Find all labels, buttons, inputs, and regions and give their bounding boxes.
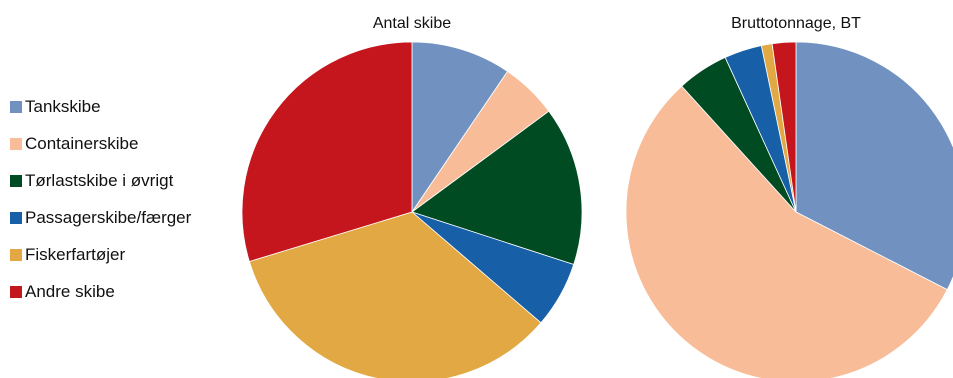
pie-slice-containerskibe: [625, 85, 948, 378]
chart-title-bruttotonnage: Bruttotonnage, BT: [731, 15, 861, 32]
legend-swatch: [10, 137, 22, 150]
legend-label: Containerskibe: [25, 133, 139, 153]
legend-swatch: [10, 285, 22, 298]
pie-slice-tørlastskibe-i-øvrigt: [411, 110, 583, 266]
legend-swatch: [10, 211, 22, 224]
legend-item-passagerskibe: Passagerskibe/færger: [10, 199, 191, 236]
legend-swatch: [10, 100, 22, 113]
legend-label: Tankskibe: [25, 96, 101, 116]
legend-label: Fiskerfartøjer: [25, 244, 126, 264]
pie-slice-andre-skibe: [771, 41, 797, 213]
legend-label: Tørlastskibe i øvrigt: [25, 170, 174, 190]
legend-label: Andre skibe: [25, 281, 115, 301]
pie-slice-fiskerfartøjer: [248, 211, 542, 378]
pie-slice-tankskibe: [795, 41, 953, 291]
legend-swatch: [10, 248, 22, 261]
chart-title-antal-skibe: Antal skibe: [372, 15, 452, 32]
legend-item-andre-skibe: Andre skibe: [10, 273, 191, 310]
legend-label: Passagerskibe/færger: [25, 207, 192, 227]
legend-item-fiskerfartojer: Fiskerfartøjer: [10, 236, 191, 273]
legend-swatch: [10, 174, 22, 187]
legend-item-tankskibe: Tankskibe: [10, 88, 191, 125]
chart-legend: Tankskibe Containerskibe Tørlastskibe i …: [10, 88, 191, 310]
pie-slice-andre-skibe: [241, 41, 413, 262]
legend-item-containerskibe: Containerskibe: [10, 125, 191, 162]
legend-item-torlastskibe: Tørlastskibe i øvrigt: [10, 162, 191, 199]
pie-slice-tankskibe: [411, 41, 509, 214]
